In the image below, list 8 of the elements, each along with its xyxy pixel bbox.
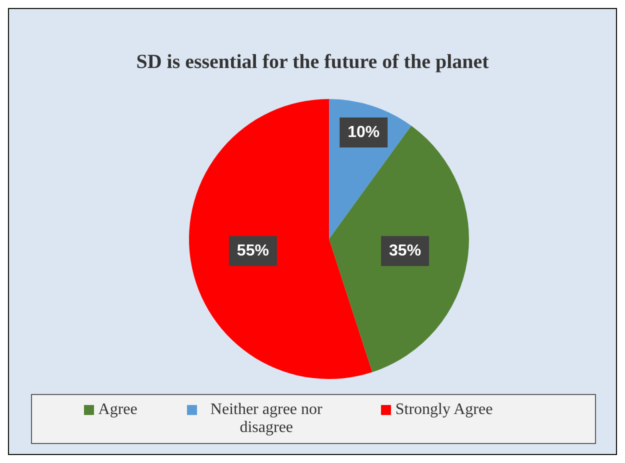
- data-label: 55%: [236, 242, 269, 260]
- data-label: 10%: [348, 124, 380, 141]
- legend-label: Neither agree nor disagree: [209, 401, 324, 437]
- pie-slice: [329, 126, 469, 372]
- chart-title: SD is essential for the future of the planet: [135, 51, 490, 74]
- data-label: 35%: [389, 242, 422, 260]
- legend-label: Strongly Agree: [395, 401, 493, 419]
- legend-label: Agree: [98, 401, 138, 419]
